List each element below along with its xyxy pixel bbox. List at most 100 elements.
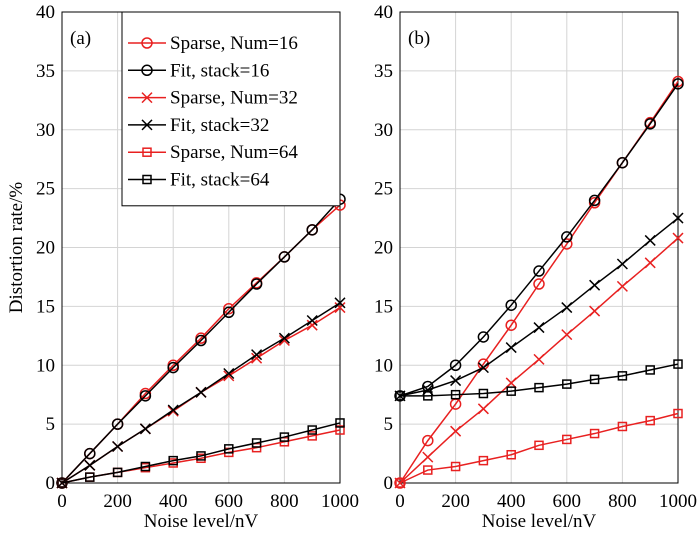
x-tick-label: 1000 xyxy=(321,491,359,512)
data-point xyxy=(167,404,179,416)
data-point xyxy=(422,434,434,447)
data-point xyxy=(306,224,318,236)
data-point xyxy=(223,367,235,380)
legend-marker xyxy=(141,119,153,131)
y-tick-label: 25 xyxy=(374,179,393,200)
data-point xyxy=(422,451,434,463)
x-tick-label: 200 xyxy=(441,491,470,512)
data-point xyxy=(251,352,263,364)
data-point xyxy=(195,386,207,398)
data-point xyxy=(616,156,629,169)
data-point xyxy=(307,431,317,441)
x-tick-label: 800 xyxy=(608,491,637,512)
data-point xyxy=(506,386,516,396)
legend-label: Sparse, Num=16 xyxy=(170,33,298,54)
data-point xyxy=(85,472,95,482)
legend-box xyxy=(121,11,341,207)
series-line xyxy=(61,204,341,484)
y-tick-label: 15 xyxy=(374,296,393,317)
data-point xyxy=(644,118,656,130)
legend-marker xyxy=(141,92,153,104)
data-point xyxy=(672,212,684,224)
series-line xyxy=(61,422,341,484)
data-point xyxy=(673,408,683,419)
series-line xyxy=(399,237,679,484)
data-point xyxy=(84,447,96,460)
y-tick-label: 10 xyxy=(374,355,393,376)
data-point xyxy=(534,440,544,451)
y-tick-label: 40 xyxy=(374,2,393,23)
y-tick-label: 35 xyxy=(36,61,55,82)
data-point xyxy=(533,278,545,290)
data-point xyxy=(450,461,461,472)
data-point xyxy=(335,425,345,435)
data-point xyxy=(278,332,290,344)
y-tick-label: 35 xyxy=(374,61,393,82)
y-tick-label: 30 xyxy=(36,120,55,141)
data-point xyxy=(589,279,601,291)
data-point xyxy=(645,415,655,426)
legend-marker xyxy=(142,147,152,157)
data-point xyxy=(645,365,655,375)
x-tick-label: 0 xyxy=(395,491,405,512)
data-point xyxy=(588,194,601,207)
data-point xyxy=(450,425,462,437)
legend-label: Sparse, Num=64 xyxy=(170,142,298,163)
data-point xyxy=(533,265,545,277)
data-point xyxy=(306,319,318,331)
data-point xyxy=(423,391,433,401)
legend-label: Fit, stack=64 xyxy=(170,170,270,191)
data-point xyxy=(534,382,544,393)
x-tick-label: 200 xyxy=(103,491,132,512)
data-point xyxy=(589,428,600,439)
y-tick-label: 15 xyxy=(36,296,55,317)
data-point xyxy=(562,379,572,389)
data-point xyxy=(505,342,517,354)
data-point xyxy=(589,305,601,317)
data-point xyxy=(223,370,235,382)
series-line xyxy=(399,83,679,397)
y-tick-label: 25 xyxy=(36,179,55,200)
data-point xyxy=(617,371,628,381)
data-point xyxy=(505,319,517,331)
axes-frame xyxy=(399,11,679,484)
data-point xyxy=(112,440,124,453)
data-point xyxy=(112,467,123,478)
data-point xyxy=(477,403,489,415)
series-line xyxy=(399,412,679,484)
data-point xyxy=(395,391,405,401)
data-point xyxy=(616,280,628,292)
data-point xyxy=(306,314,318,327)
data-point xyxy=(279,432,290,442)
data-point xyxy=(450,375,462,387)
y-tick-label: 40 xyxy=(36,2,55,23)
data-point xyxy=(561,231,573,243)
data-point xyxy=(167,361,179,374)
data-point xyxy=(672,232,684,244)
y-tick-label: 5 xyxy=(384,414,394,435)
data-point xyxy=(57,478,67,488)
data-point xyxy=(251,438,262,448)
data-point xyxy=(505,299,517,311)
data-point xyxy=(478,388,489,399)
data-point xyxy=(505,377,517,389)
data-point xyxy=(672,78,684,90)
data-point xyxy=(673,359,683,369)
x-tick-label: 400 xyxy=(497,491,526,512)
data-point xyxy=(250,278,263,290)
data-point xyxy=(395,478,405,488)
legend-label: Fit, stack=32 xyxy=(170,115,269,136)
data-point xyxy=(562,434,572,445)
x-tick-label: 1000 xyxy=(659,491,697,512)
x-tick-label: 600 xyxy=(215,491,244,512)
data-point xyxy=(251,349,263,361)
data-point xyxy=(394,477,406,489)
data-point xyxy=(478,455,489,466)
y-axis-label: Distortion rate/% xyxy=(6,182,27,314)
data-point xyxy=(168,455,178,466)
x-axis-label: Noise level/nV xyxy=(144,511,259,532)
data-point xyxy=(450,389,461,400)
data-point xyxy=(223,302,235,315)
y-tick-label: 30 xyxy=(374,120,393,141)
